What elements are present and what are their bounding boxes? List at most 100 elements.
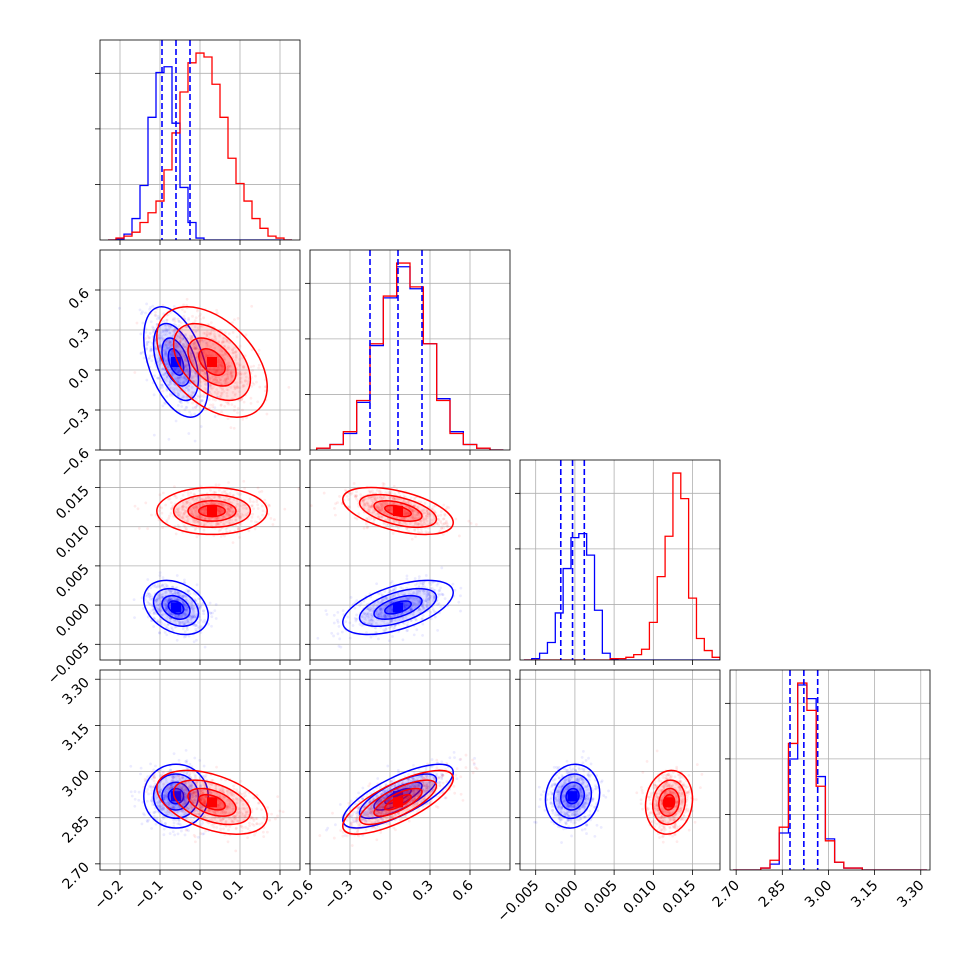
scatter-point — [173, 614, 177, 618]
scatter-point — [188, 615, 192, 618]
scatter-point — [380, 505, 384, 509]
scatter-point — [183, 380, 187, 383]
scatter-point — [409, 596, 412, 599]
scatter-point — [183, 614, 187, 618]
scatter-point — [256, 503, 260, 507]
scatter-point — [199, 369, 203, 372]
scatter-point — [454, 517, 458, 521]
scatter-point — [237, 527, 241, 530]
scatter-point — [193, 371, 197, 375]
scatter-point — [149, 305, 152, 309]
scatter-point — [167, 437, 171, 441]
histogram-red — [523, 472, 720, 660]
scatter-point — [378, 612, 381, 616]
scatter-point — [150, 827, 153, 830]
scatter-point — [164, 582, 167, 586]
scatter-point — [220, 508, 224, 511]
scatter-point — [229, 505, 233, 509]
scatter-point — [213, 377, 217, 381]
scatter-point — [237, 515, 241, 519]
scatter-point — [150, 359, 154, 363]
scatter-point — [192, 345, 196, 349]
scatter-point — [173, 833, 177, 837]
scatter-point — [181, 595, 185, 599]
scatter-point — [411, 597, 415, 601]
scatter-point — [168, 832, 172, 835]
scatter-point — [215, 368, 219, 372]
scatter-point — [181, 337, 185, 341]
scatter-point — [178, 335, 182, 339]
scatter-point — [414, 583, 417, 587]
scatter-point — [236, 316, 240, 320]
scatter-point — [416, 609, 420, 613]
scatter-point — [229, 385, 233, 389]
scatter-point — [255, 500, 259, 504]
contour-blue — [342, 579, 454, 636]
scatter-point — [422, 589, 426, 593]
scatter-point — [433, 589, 437, 592]
scatter-point — [190, 605, 194, 609]
scatter-point — [186, 628, 189, 631]
scatter-point — [214, 483, 218, 487]
scatter-point — [225, 510, 229, 514]
scatter-point — [200, 338, 204, 342]
scatter-point — [236, 528, 240, 532]
scatter-point — [358, 604, 362, 608]
scatter-point — [371, 619, 375, 623]
scatter-point — [217, 333, 221, 337]
scatter-point — [404, 605, 408, 609]
scatter-point — [220, 353, 224, 357]
scatter-point — [230, 510, 234, 514]
scatter-point — [211, 397, 215, 401]
scatter-point — [175, 507, 179, 511]
scatter-point — [173, 329, 177, 333]
contour-red — [156, 306, 268, 418]
scatter-point — [242, 364, 246, 368]
scatter-point — [204, 497, 208, 501]
scatter-point — [332, 634, 335, 638]
scatter-point — [441, 593, 444, 596]
scatter-point — [425, 590, 429, 594]
scatter-point — [194, 527, 198, 530]
scatter-point — [234, 350, 238, 354]
scatter-point — [402, 604, 406, 608]
scatter-point — [189, 617, 193, 621]
scatter-point — [165, 626, 169, 630]
scatter-point — [346, 615, 350, 619]
scatter-point — [203, 516, 207, 520]
scatter-point — [248, 497, 252, 501]
scatter-point — [339, 645, 343, 649]
scatter-point — [351, 624, 355, 627]
scatter-point — [421, 633, 424, 637]
scatter-point — [164, 605, 168, 609]
scatter-point — [161, 303, 165, 307]
scatter-point — [433, 615, 437, 619]
scatter-point — [165, 375, 169, 378]
scatter-point — [185, 515, 188, 518]
scatter-point — [167, 324, 171, 328]
scatter-point — [154, 585, 157, 589]
scatter-point — [195, 503, 199, 507]
scatter-point — [160, 336, 164, 340]
scatter-point — [244, 375, 248, 379]
scatter-point — [387, 590, 391, 594]
scatter-point — [225, 365, 229, 369]
scatter-point — [159, 343, 163, 347]
scatter-point — [423, 585, 427, 589]
scatter-point — [185, 297, 189, 301]
scatter-point — [391, 595, 395, 599]
scatter-point — [401, 616, 405, 620]
scatter-point — [150, 513, 153, 517]
scatter-point — [392, 627, 395, 630]
scatter-point — [416, 599, 420, 603]
scatter-point — [196, 326, 200, 330]
scatter-point — [200, 502, 204, 506]
scatter-point — [165, 633, 169, 637]
scatter-point — [420, 585, 424, 589]
scatter-point — [400, 613, 403, 616]
scatter-point — [223, 381, 227, 385]
scatter-point — [203, 363, 206, 367]
scatter-point — [214, 603, 218, 606]
scatter-point — [152, 329, 156, 332]
scatter-point — [160, 383, 164, 387]
